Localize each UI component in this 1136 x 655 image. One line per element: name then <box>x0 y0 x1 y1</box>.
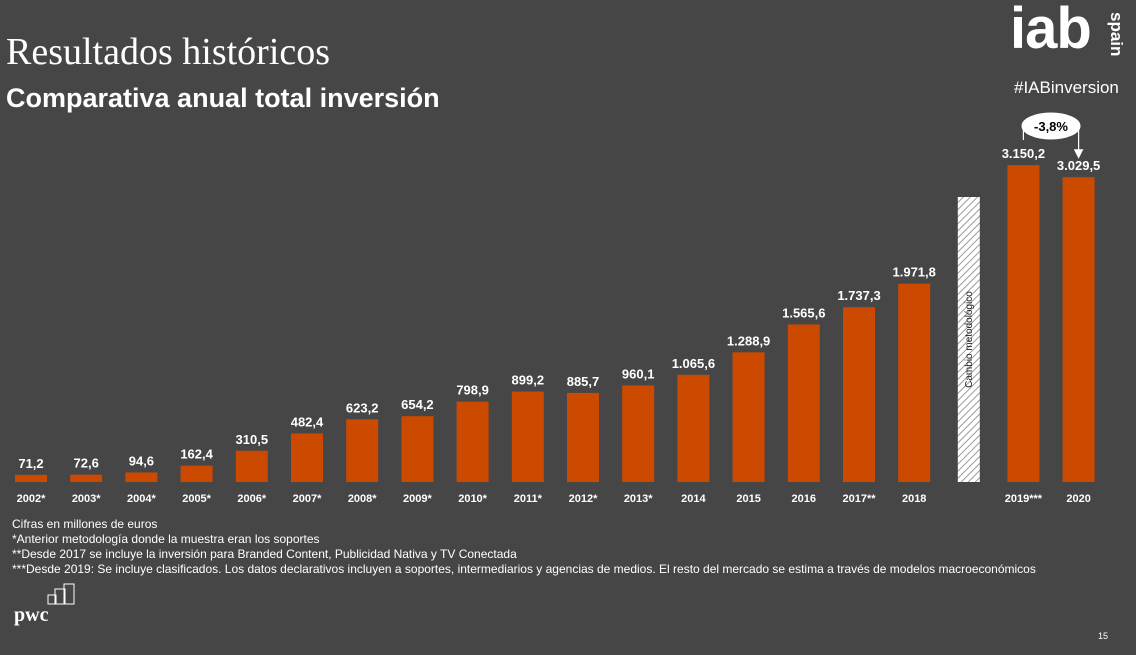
bar-2003 <box>70 474 103 482</box>
bar-2015 <box>732 352 765 482</box>
logo-hashtag: #IABinversion <box>1014 78 1119 97</box>
footnotes: Cifras en millones de euros *Anterior me… <box>12 517 1036 577</box>
bar-2008 <box>346 419 379 482</box>
value-label-2017: 1.737,3 <box>837 288 880 303</box>
category-label-2012: 2012* <box>569 493 598 505</box>
value-label-2020: 3.029,5 <box>1057 158 1100 173</box>
annotation-bubble <box>1021 112 1081 140</box>
logo-iab-text: iab <box>1010 0 1092 61</box>
category-label-2002: 2002* <box>17 493 46 505</box>
category-labels-layer: 2002* 2003* 2004* 2005* 2006* 2007* 2008* 2009*… <box>17 493 1091 505</box>
footnote-units: Cifras en millones de euros <box>12 517 158 531</box>
bar-2012 <box>567 392 599 482</box>
bar-2002 <box>15 474 47 482</box>
annotation-change-label: -3,8% <box>1034 119 1068 134</box>
category-label-2004: 2004* <box>127 493 156 505</box>
value-label-2015: 1.288,9 <box>727 333 770 348</box>
value-label-2003: 72,6 <box>74 456 99 471</box>
page-subtitle: Comparativa anual total inversión <box>6 83 440 113</box>
category-label-2018: 2018 <box>902 493 926 505</box>
bar-2006 <box>235 450 268 482</box>
category-label-2019: 2019*** <box>1005 493 1043 505</box>
bar-2016 <box>787 324 820 482</box>
category-label-2015: 2015 <box>736 493 760 505</box>
bar-2018 <box>898 283 931 482</box>
methodology-break-layer: Cambio metodológico <box>957 197 980 482</box>
bar-2011 <box>511 391 544 482</box>
value-label-2019: 3.150,2 <box>1002 146 1045 161</box>
bar-2019 <box>1007 165 1040 482</box>
page-number: 15 <box>1098 631 1109 641</box>
footnote-3: ***Desde 2019: Se incluye clasificados. … <box>12 562 1036 576</box>
methodology-break-label: Cambio metodológico <box>964 291 975 388</box>
bar-2017 <box>843 307 875 482</box>
category-label-2017: 2017** <box>842 493 876 505</box>
category-label-2016: 2016 <box>792 493 816 505</box>
bar-chart: 71,2 72,6 94,6 162,4 310,5 482,4 623,2 654,2 798… <box>15 112 1100 505</box>
value-label-2010: 798,9 <box>456 383 489 398</box>
pwc-logo: pwc <box>12 583 78 628</box>
bar-2010 <box>456 401 489 482</box>
value-label-2016: 1.565,6 <box>782 305 825 320</box>
bar-2004 <box>125 472 158 482</box>
category-label-2013: 2013* <box>624 493 653 505</box>
category-label-2011: 2011* <box>514 493 543 505</box>
methodology-break-column <box>957 197 980 482</box>
category-label-2010: 2010* <box>458 493 487 505</box>
value-label-2007: 482,4 <box>291 414 324 429</box>
value-label-2014: 1.065,6 <box>672 356 715 371</box>
value-label-2009: 654,2 <box>401 397 434 412</box>
value-label-2004: 94,6 <box>129 453 154 468</box>
category-label-2006: 2006* <box>237 493 266 505</box>
pwc-text: pwc <box>14 604 49 626</box>
category-label-2008: 2008* <box>348 493 377 505</box>
iab-spain-logo: iab spain #IABinversion <box>1005 0 1133 98</box>
value-label-2013: 960,1 <box>622 366 655 381</box>
bars-layer <box>15 165 1095 483</box>
category-label-2003: 2003* <box>72 493 101 505</box>
value-label-2002: 71,2 <box>18 456 43 471</box>
bar-2014 <box>677 374 710 482</box>
bar-2007 <box>291 433 323 482</box>
bar-2009 <box>401 416 434 482</box>
value-label-2018: 1.971,8 <box>893 265 936 280</box>
category-label-2020: 2020 <box>1066 493 1090 505</box>
category-label-2007: 2007* <box>293 493 322 505</box>
category-label-2009: 2009* <box>403 493 432 505</box>
value-label-2008: 623,2 <box>346 400 379 415</box>
value-label-2005: 162,4 <box>180 447 213 462</box>
category-label-2014: 2014 <box>681 493 706 505</box>
bar-2020 <box>1062 177 1095 483</box>
value-label-2006: 310,5 <box>236 432 269 447</box>
category-label-2005: 2005* <box>182 493 211 505</box>
footnote-2: **Desde 2017 se incluye la inversión par… <box>12 547 517 561</box>
change-annotation-layer: -3,8% <box>1021 112 1084 159</box>
bar-2005 <box>180 465 213 482</box>
page-title: Resultados históricos <box>6 31 331 73</box>
pwc-logo-mark <box>47 583 75 605</box>
value-labels-layer: 71,2 72,6 94,6 162,4 310,5 482,4 623,2 654,2 798… <box>18 146 1100 471</box>
footnote-1: *Anterior metodología donde la muestra e… <box>12 532 320 546</box>
value-label-2012: 885,7 <box>567 374 600 389</box>
bar-2013 <box>622 385 655 482</box>
value-label-2011: 899,2 <box>512 373 545 388</box>
